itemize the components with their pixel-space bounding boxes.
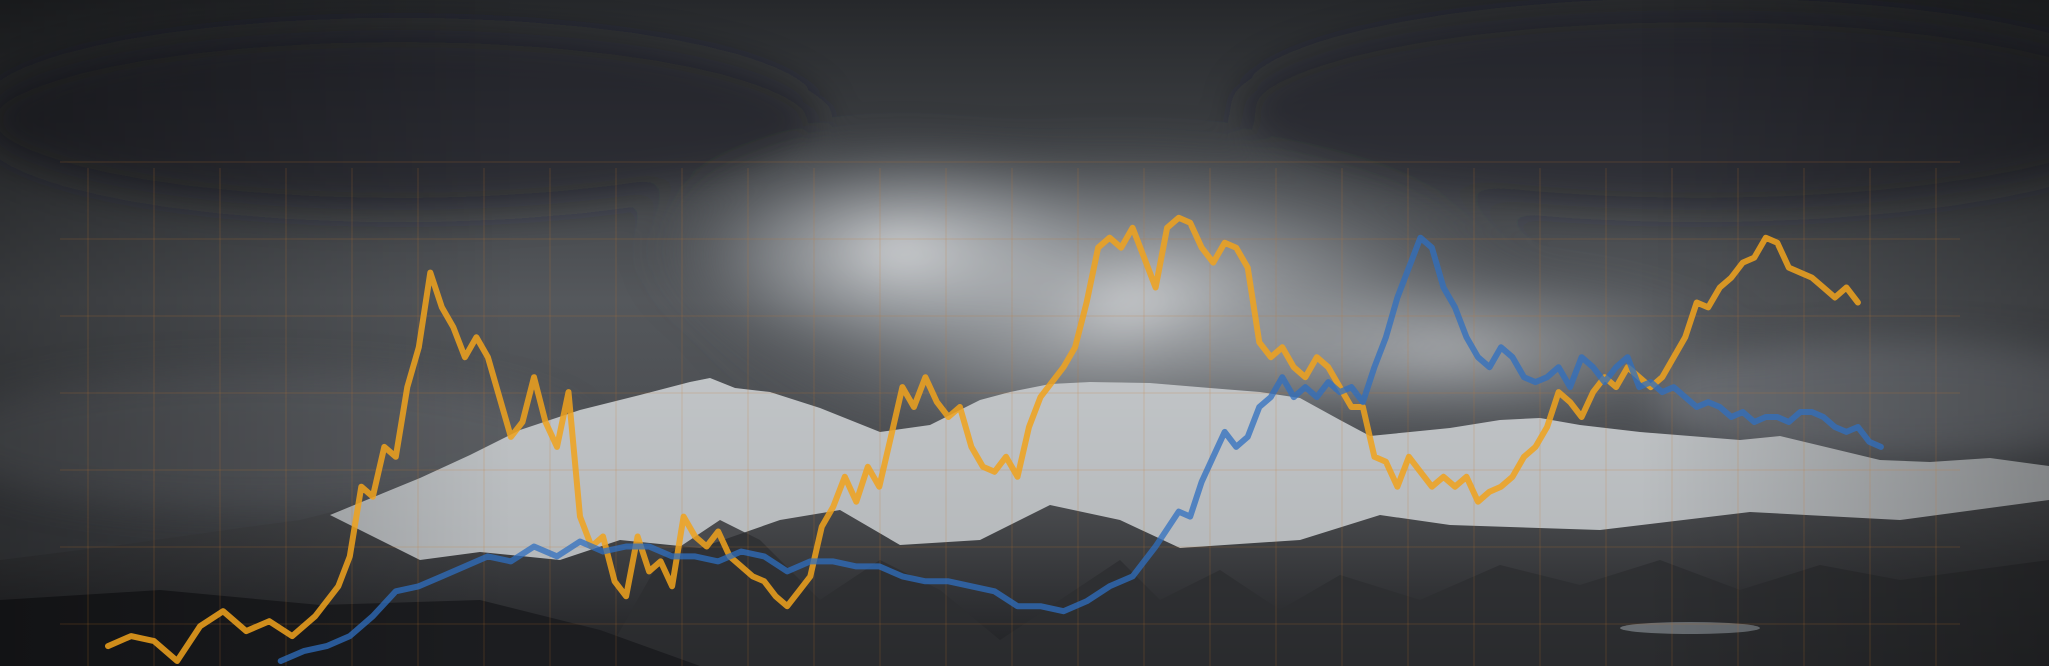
chart-series — [105, 214, 1884, 664]
series-line-blue — [277, 234, 1884, 664]
series-line-orange — [105, 214, 1861, 664]
